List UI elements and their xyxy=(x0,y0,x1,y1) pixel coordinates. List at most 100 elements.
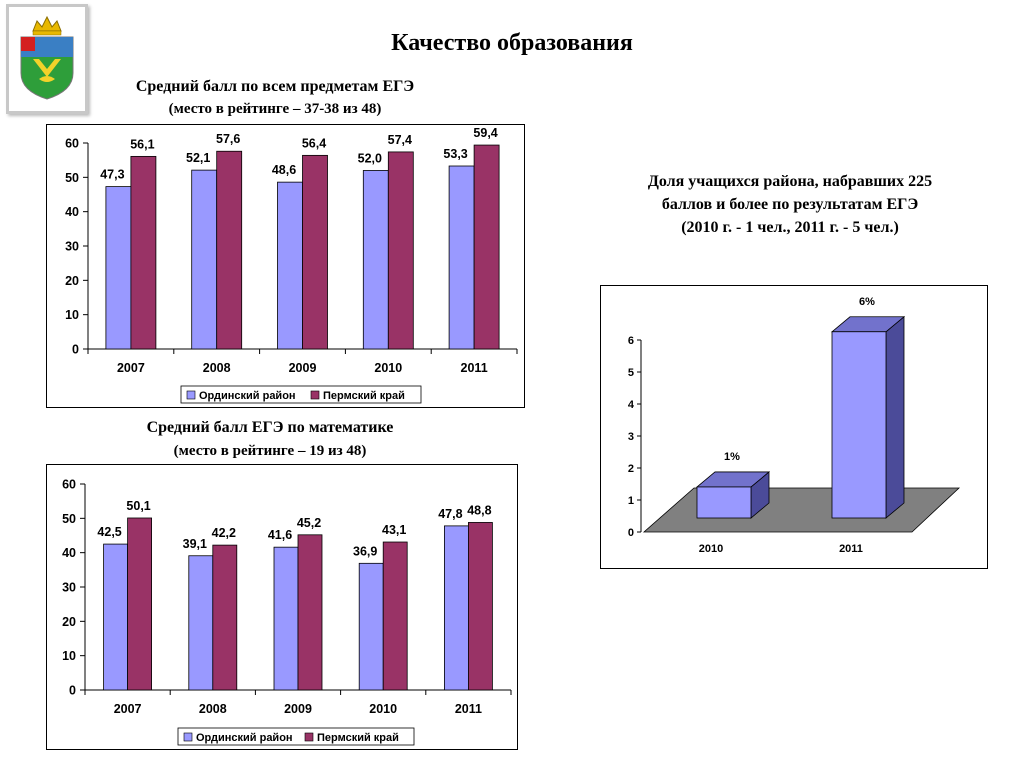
bar xyxy=(443,525,469,691)
chart2-subtitle: (место в рейтинге – 19 из 48) xyxy=(173,443,367,459)
y-tick-label: 40 xyxy=(62,546,76,560)
chart1-title: Средний балл по всем предметам ЕГЭ xyxy=(135,78,415,95)
bar xyxy=(382,541,408,691)
bar xyxy=(387,151,414,350)
bar xyxy=(473,144,500,350)
y-tick-label: 40 xyxy=(65,205,79,219)
bar xyxy=(188,555,214,691)
bar xyxy=(302,154,328,350)
y-tick-label: 50 xyxy=(65,171,79,185)
chart-all-subjects: 0 10 20 30 40 50 60 2007 47,3 56,1 2008 52,1 57,6 200… xyxy=(46,124,525,408)
bar xyxy=(191,169,218,350)
data-label: 52,1 xyxy=(186,151,210,165)
y-tick-label: 20 xyxy=(65,274,79,288)
bar xyxy=(103,543,128,691)
data-label: 57,4 xyxy=(388,133,412,147)
data-label: 36,9 xyxy=(353,544,377,558)
y-tick-label: 1 xyxy=(628,495,634,507)
y-tick-label: 3 xyxy=(628,431,634,443)
data-label: 41,6 xyxy=(268,528,292,542)
x-tick-label: 2008 xyxy=(203,361,231,375)
x-tick-label: 2010 xyxy=(369,702,397,716)
data-label: 56,4 xyxy=(302,136,326,150)
data-label: 47,8 xyxy=(438,507,462,521)
bar xyxy=(277,181,303,350)
data-label: 42,5 xyxy=(97,525,121,539)
data-label: 48,8 xyxy=(467,503,491,517)
data-label: 53,3 xyxy=(443,147,467,161)
y-tick-label: 30 xyxy=(65,240,79,254)
bar xyxy=(831,331,887,519)
y-tick-label: 10 xyxy=(62,649,76,663)
share-chart-title-line: Доля учащихся района, набравших 225 xyxy=(647,173,933,190)
legend-label: Пермский край xyxy=(323,390,405,402)
legend-label: Пермский край xyxy=(317,732,399,744)
data-label: 42,2 xyxy=(212,526,236,540)
bar xyxy=(216,150,243,350)
legend-swatch xyxy=(304,732,314,742)
y-tick-label: 5 xyxy=(628,367,634,379)
legend-label: Ординский район xyxy=(199,390,296,402)
bar xyxy=(297,534,323,691)
data-label: 59,4 xyxy=(473,126,497,140)
data-label: 1% xyxy=(724,451,740,463)
y-tick-label: 30 xyxy=(62,581,76,595)
legend-swatch xyxy=(310,390,320,400)
data-label: 57,6 xyxy=(216,132,240,146)
y-tick-label: 60 xyxy=(65,137,79,151)
bar xyxy=(127,517,152,691)
bar xyxy=(696,486,752,519)
coat-of-arms-icon xyxy=(20,15,74,100)
data-label: 43,1 xyxy=(382,523,406,537)
chart-math-svg: 0 10 20 30 40 50 60 2007 42,5 50,1 2008 39,1 42,2 200… xyxy=(62,478,512,746)
chart-all-subjects-svg: 0 10 20 30 40 50 60 2007 47,3 56,1 2008 52,1 57,6 200… xyxy=(65,126,518,404)
data-label: 50,1 xyxy=(126,499,150,513)
chart-math: 0 10 20 30 40 50 60 2007 42,5 50,1 2008 39,1 42,2 200… xyxy=(46,464,518,750)
chart2-title: Средний балл ЕГЭ по математике xyxy=(146,419,394,436)
legend-swatch xyxy=(186,390,196,400)
page-title: Качество образования xyxy=(391,30,633,56)
x-tick-label: 2007 xyxy=(114,702,142,716)
data-label: 56,1 xyxy=(130,137,154,151)
y-tick-label: 0 xyxy=(69,684,76,698)
bar xyxy=(467,522,493,691)
x-tick-label: 2009 xyxy=(284,702,312,716)
legend-swatch xyxy=(183,732,193,742)
bar xyxy=(358,562,384,691)
bar-side xyxy=(885,315,905,519)
data-label: 6% xyxy=(859,296,875,308)
y-tick-label: 0 xyxy=(72,343,79,357)
y-tick-label: 6 xyxy=(628,335,634,347)
x-tick-label: 2011 xyxy=(461,361,488,375)
x-tick-label: 2010 xyxy=(374,361,402,375)
share-chart-title: Доля учащихся района, набравших 225 балл… xyxy=(590,170,990,239)
bar xyxy=(273,546,299,691)
y-tick-label: 50 xyxy=(62,512,76,526)
bar xyxy=(448,165,475,350)
chart-share-225: 0 1 2 3 4 5 6 1% 2010 6% 2011 xyxy=(600,285,988,569)
bar xyxy=(212,544,238,691)
chart1-subtitle: (место в рейтинге – 37-38 из 48) xyxy=(168,101,382,117)
legend-box xyxy=(177,727,415,746)
share-chart-title-line: (2010 г. - 1 чел., 2011 г. - 5 чел.) xyxy=(681,219,899,236)
y-tick-label: 20 xyxy=(62,615,76,629)
chart-share-225-svg: 0 1 2 3 4 5 6 1% 2010 6% 2011 xyxy=(628,296,961,555)
legend-box xyxy=(180,385,422,404)
y-tick-label: 0 xyxy=(628,527,634,539)
y-tick-label: 4 xyxy=(628,399,635,411)
data-label: 52,0 xyxy=(358,151,382,165)
y-tick-label: 10 xyxy=(65,308,79,322)
legend-label: Ординский район xyxy=(196,732,293,744)
x-tick-label: 2011 xyxy=(839,543,863,555)
x-tick-label: 2008 xyxy=(199,702,227,716)
share-chart-title-line: баллов и более по результатам ЕГЭ xyxy=(661,196,919,213)
x-tick-label: 2010 xyxy=(699,543,723,555)
bar xyxy=(362,170,389,350)
x-tick-label: 2009 xyxy=(289,361,317,375)
data-label: 48,6 xyxy=(272,163,296,177)
y-tick-label: 2 xyxy=(628,463,634,475)
x-tick-label: 2007 xyxy=(117,361,145,375)
coat-of-arms-logo xyxy=(6,4,88,114)
chart-floor xyxy=(642,487,961,533)
y-tick-label: 60 xyxy=(62,478,76,492)
